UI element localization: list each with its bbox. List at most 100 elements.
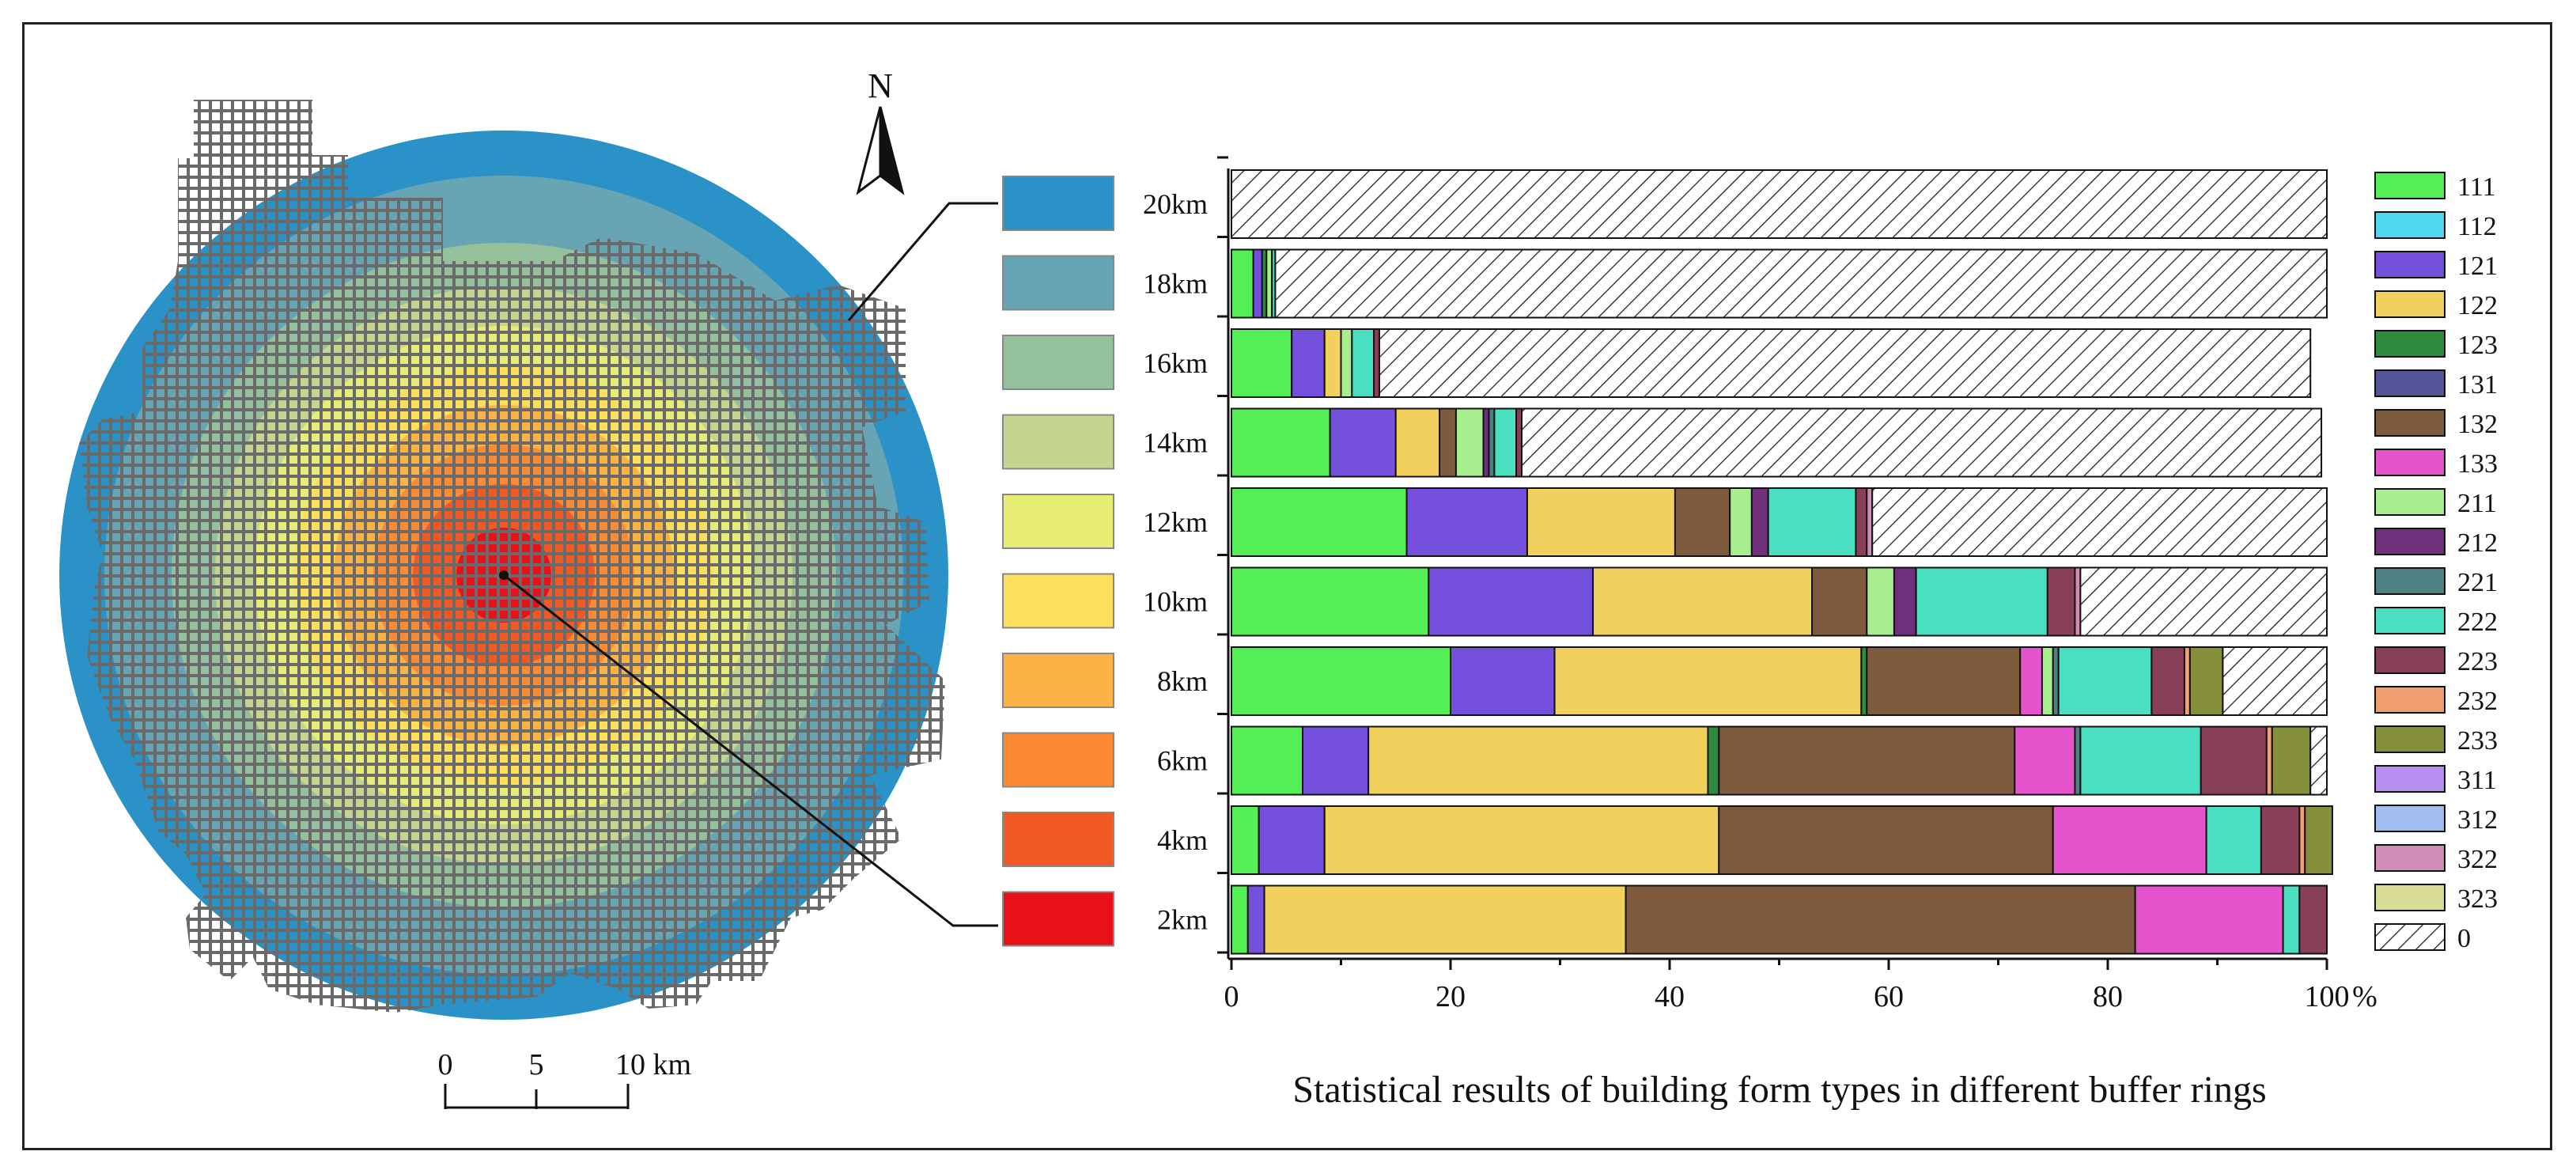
scale-tick-5: 5 <box>529 1048 544 1081</box>
north-arrow: N <box>856 66 905 195</box>
bar-16km-122 <box>1323 328 1342 398</box>
bar-8km-233 <box>2188 646 2224 716</box>
category-label-12km: 12km <box>1143 506 1208 538</box>
legend-swatch-221 <box>2374 567 2445 595</box>
ring-key-swatch-4km <box>1002 812 1114 867</box>
bar-8km-111 <box>1231 646 1451 716</box>
category-label-14km: 14km <box>1143 427 1208 459</box>
category-label-4km: 4km <box>1157 824 1208 856</box>
legend-label-122: 122 <box>2457 291 2498 320</box>
category-label-2km: 2km <box>1157 904 1208 936</box>
bar-14km-132 <box>1439 407 1457 478</box>
bar-14km-0 <box>1521 407 2323 478</box>
bar-10km-0 <box>2079 566 2328 637</box>
legend-swatch-222 <box>2374 607 2445 634</box>
legend-label-223: 223 <box>2457 647 2498 676</box>
bar-4km-222 <box>2205 805 2262 875</box>
bar-16km-111 <box>1231 328 1293 398</box>
bar-10km-122 <box>1592 566 1814 637</box>
bar-12km-122 <box>1526 487 1676 557</box>
bar-18km-211 <box>1265 248 1273 319</box>
bar-8km-222 <box>2057 646 2153 716</box>
bar-8km-221 <box>2052 646 2060 716</box>
category-label-16km: 16km <box>1143 347 1208 379</box>
legend-label-133: 133 <box>2457 449 2498 479</box>
category-label-10km: 10km <box>1143 586 1208 618</box>
bar-4km-121 <box>1258 805 1326 875</box>
legend-label-112: 112 <box>2457 212 2497 241</box>
bar-6km-111 <box>1231 725 1304 796</box>
chart-title: Statistical results of building form typ… <box>1292 1069 2266 1111</box>
ring-key-swatch-6km <box>1002 732 1114 788</box>
bar-10km-212 <box>1893 566 1917 637</box>
legend-swatch-211 <box>2374 488 2445 516</box>
legend-swatch-133 <box>2374 449 2445 476</box>
legend-swatch-212 <box>2374 528 2445 555</box>
legend-label-312: 312 <box>2457 805 2498 835</box>
bar-4km-223 <box>2260 805 2301 875</box>
bar-14km-121 <box>1329 407 1397 478</box>
bar-12km-222 <box>1767 487 1857 557</box>
x-tick-label-40: 40 <box>1655 980 1685 1013</box>
bar-8km-132 <box>1866 646 2022 716</box>
legend-swatch-111 <box>2374 172 2445 199</box>
ring-color-key: 20km 18km 16km 14km 12km 10km 8km 6km 4km 2km <box>1002 176 1208 947</box>
scale-bar: 0 5 10 km <box>438 1048 691 1109</box>
legend-label-221: 221 <box>2457 568 2498 597</box>
bar-8km-211 <box>2041 646 2054 716</box>
legend-label-232: 232 <box>2457 687 2498 716</box>
bar-18km-121 <box>1252 248 1263 319</box>
bar-4km-111 <box>1231 805 1260 875</box>
bar-20km-0 <box>1231 169 2328 239</box>
legend-label-322: 322 <box>2457 845 2498 874</box>
bar-12km-212 <box>1750 487 1769 557</box>
ring-key-swatch-14km <box>1002 414 1114 470</box>
bar-6km-133 <box>2014 725 2076 796</box>
bar-12km-211 <box>1729 487 1753 557</box>
bar-18km-0 <box>1274 248 2328 319</box>
bar-12km-132 <box>1674 487 1731 557</box>
legend-swatch-223 <box>2374 646 2445 674</box>
bar-14km-223 <box>1515 407 1523 478</box>
category-label-18km: 18km <box>1143 268 1208 300</box>
legend-label-211: 211 <box>2457 489 2497 518</box>
bar-4km-133 <box>2052 805 2207 875</box>
bar-10km-121 <box>1428 566 1594 637</box>
ring-key-swatch-2km <box>1002 891 1114 947</box>
bar-10km-132 <box>1811 566 1868 637</box>
category-label-6km: 6km <box>1157 745 1208 777</box>
bar-8km-122 <box>1553 646 1863 716</box>
bar-16km-223 <box>1373 328 1380 398</box>
bar-8km-223 <box>2150 646 2185 716</box>
bar-12km-121 <box>1405 487 1528 557</box>
legend-swatch-123 <box>2374 330 2445 358</box>
bar-8km-121 <box>1450 646 1556 716</box>
ring-key-swatch-18km <box>1002 255 1114 311</box>
bar-6km-223 <box>2200 725 2268 796</box>
legend-swatch-131 <box>2374 369 2445 397</box>
legend-swatch-311 <box>2374 765 2445 793</box>
legend-label-131: 131 <box>2457 370 2498 400</box>
x-tick-label-80: 80 <box>2093 980 2123 1013</box>
bar-14km-212 <box>1482 407 1490 478</box>
legend-label-123: 123 <box>2457 331 2498 360</box>
bar-6km-122 <box>1367 725 1709 796</box>
x-tick-label-60: 60 <box>1874 980 1904 1013</box>
bar-16km-211 <box>1340 328 1353 398</box>
bar-2km-132 <box>1625 884 2136 955</box>
bar-4km-233 <box>2304 805 2333 875</box>
category-label-20km: 20km <box>1143 188 1208 220</box>
bar-2km-121 <box>1246 884 1265 955</box>
legend-swatch-323 <box>2374 884 2445 911</box>
legend-swatch-312 <box>2374 805 2445 832</box>
bar-6km-121 <box>1302 725 1370 796</box>
bar-8km-0 <box>2222 646 2328 716</box>
bar-2km-111 <box>1231 884 1249 955</box>
bar-4km-232 <box>2298 805 2306 875</box>
ring-key-swatch-8km <box>1002 653 1114 708</box>
bar-4km-122 <box>1323 805 1720 875</box>
bar-10km-211 <box>1866 566 1895 637</box>
bar-series-group <box>1231 169 2333 955</box>
center-leader-line <box>503 574 998 927</box>
bar-6km-132 <box>1718 725 2016 796</box>
